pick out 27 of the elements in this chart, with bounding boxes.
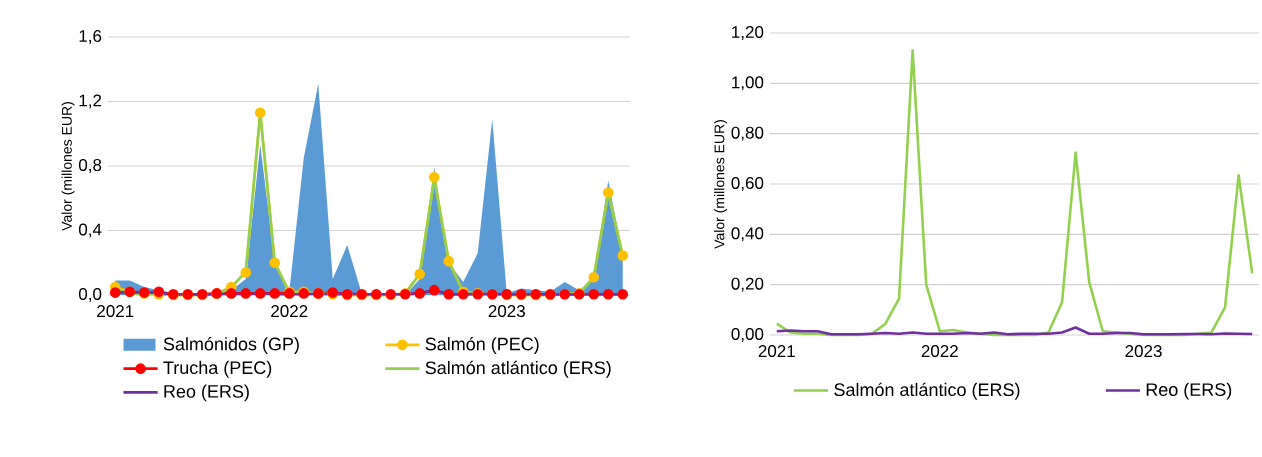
legend-label: Salmónidos (GP)	[163, 336, 299, 354]
y-tick-label: 0,00	[731, 327, 764, 343]
y-tick-label: 0,40	[731, 227, 764, 242]
y-tick-label: 1,00	[732, 76, 764, 91]
x-tick-label: 2021	[97, 305, 134, 318]
y-axis-title: Valor (millones EUR)	[61, 102, 75, 231]
y-tick-label: 0,80	[731, 126, 764, 141]
y-tick-label: 0,60	[731, 176, 764, 192]
x-tick-label: 2022	[921, 345, 958, 358]
legend-label: Trucha (PEC)	[163, 360, 272, 378]
y-tick-label: 0,4	[78, 223, 102, 238]
y-tick-label: 1,6	[79, 30, 102, 45]
legend-label: Salmón atlántico (ERS)	[425, 360, 611, 378]
legend-label: Salmón (PEC)	[425, 336, 539, 354]
y-tick-label: 0,8	[78, 158, 102, 174]
legend-label: Reo (ERS)	[164, 384, 249, 402]
x-tick-label: 2022	[271, 305, 308, 318]
x-tick-label: 2021	[758, 345, 795, 358]
y-tick-label: 1,2	[79, 94, 102, 109]
y-tick-label: 1,20	[732, 25, 764, 41]
y-tick-label: 0,20	[731, 277, 764, 292]
x-tick-label: 2023	[488, 305, 525, 318]
legend-label: Salmón atlántico (ERS)	[834, 382, 1020, 400]
y-axis-title: Valor (millones EUR)	[714, 120, 728, 249]
x-tick-label: 2023	[1125, 345, 1162, 358]
legend-label: Reo (ERS)	[1146, 382, 1232, 400]
y-tick-label: 0,0	[78, 287, 102, 303]
